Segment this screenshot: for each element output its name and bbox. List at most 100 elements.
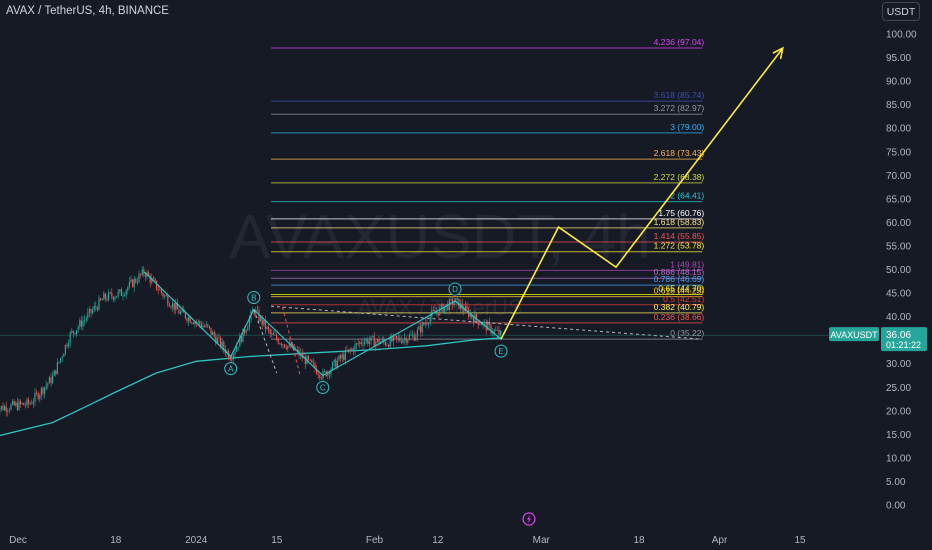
price-tick-label: 10.00 bbox=[886, 453, 911, 464]
candle-body bbox=[357, 343, 359, 345]
fib-level-label: 0.886 (48.15) bbox=[654, 267, 705, 277]
fib-level-label: 3.618 (85.74) bbox=[654, 90, 705, 100]
candle-body bbox=[61, 356, 63, 359]
candle-body bbox=[157, 289, 159, 291]
candle-body bbox=[2, 405, 4, 411]
candle-body bbox=[346, 350, 348, 352]
candle-body bbox=[364, 341, 366, 345]
candle-body bbox=[24, 405, 26, 406]
elliott-wave[interactable]: A B C D E bbox=[144, 271, 703, 394]
candle-body bbox=[79, 320, 81, 327]
candle-body bbox=[167, 296, 169, 305]
price-tag-countdown: 01:21:22 bbox=[886, 340, 921, 350]
candle-body bbox=[352, 348, 354, 352]
candle-body bbox=[189, 317, 191, 323]
flash-icon[interactable] bbox=[522, 512, 536, 526]
candle-body bbox=[384, 341, 386, 346]
candle-body bbox=[29, 403, 31, 405]
time-axis[interactable]: Dec 18 2024 15 Feb 12 Mar 18 Apr 15 bbox=[9, 535, 806, 546]
candle-body bbox=[370, 336, 372, 342]
fib-level-label: 1.272 (53.78) bbox=[654, 241, 705, 251]
projection-path[interactable] bbox=[500, 46, 784, 340]
candle-body bbox=[200, 324, 202, 328]
candle-body bbox=[264, 319, 266, 329]
candle-body bbox=[122, 295, 124, 297]
candle-body bbox=[456, 298, 458, 299]
candle-body bbox=[498, 330, 500, 336]
candle-body bbox=[92, 309, 94, 313]
candle-body bbox=[282, 344, 284, 346]
wave-point-marker bbox=[316, 380, 330, 394]
candle-body bbox=[477, 319, 479, 325]
candle-body bbox=[168, 304, 170, 307]
candle-body bbox=[47, 383, 49, 386]
candle-body bbox=[327, 371, 329, 377]
candle-body bbox=[128, 281, 130, 288]
candle-body bbox=[399, 337, 401, 341]
candle-body bbox=[405, 337, 407, 343]
candle-body bbox=[98, 298, 100, 310]
candle-body bbox=[82, 320, 84, 327]
candle-body bbox=[476, 314, 478, 320]
candle-body bbox=[463, 309, 465, 312]
candle-body bbox=[330, 369, 332, 375]
candle-body bbox=[40, 387, 42, 396]
candle-body bbox=[492, 332, 494, 334]
fib-level-label: 2.618 (73.43) bbox=[654, 148, 705, 158]
candle-body bbox=[55, 370, 57, 375]
candle-body bbox=[56, 362, 58, 375]
candle-body bbox=[288, 343, 290, 346]
candle-body bbox=[392, 335, 394, 342]
candle-body bbox=[45, 385, 47, 388]
wave-point-label: A bbox=[228, 365, 234, 374]
candle-body bbox=[7, 410, 9, 412]
candle-body bbox=[239, 336, 241, 347]
candle-body bbox=[372, 336, 374, 338]
candle-body bbox=[373, 336, 375, 347]
candle-body bbox=[162, 293, 164, 297]
candle-body bbox=[72, 330, 74, 333]
price-tick-label: 30.00 bbox=[886, 359, 911, 370]
candle-body bbox=[237, 346, 239, 348]
candle-body bbox=[437, 312, 439, 316]
candle-body bbox=[180, 311, 182, 314]
fib-level-label: 0.65 (44.70) bbox=[658, 283, 704, 293]
candle-body bbox=[418, 326, 420, 330]
fib-level-label: 0.786 (46.69) bbox=[654, 274, 705, 284]
candle-body bbox=[248, 318, 250, 328]
candle-body bbox=[468, 309, 470, 317]
projection-arrow-line bbox=[500, 47, 784, 340]
fibonacci-extension[interactable]: 4.236 (97.04) 3.618 (85.74) 3.272 (82.97) 3… bbox=[271, 37, 705, 340]
candle-body bbox=[343, 354, 345, 361]
candle-body bbox=[447, 304, 449, 310]
candle-body bbox=[434, 310, 436, 313]
candle-body bbox=[39, 395, 41, 399]
candle-body bbox=[138, 273, 140, 282]
candle-body bbox=[344, 350, 346, 361]
price-tick-label: 70.00 bbox=[886, 171, 911, 182]
symbol-tag-label: AVAXUSDT bbox=[830, 330, 878, 340]
candle-body bbox=[66, 344, 68, 347]
candle-body bbox=[212, 332, 214, 335]
candle-body bbox=[50, 377, 52, 384]
candle-body bbox=[480, 324, 482, 326]
candle-body bbox=[432, 309, 434, 311]
candle-body bbox=[469, 314, 471, 317]
candle-body bbox=[493, 329, 495, 333]
candle-body bbox=[10, 404, 12, 410]
trend-line-dashed bbox=[270, 305, 703, 340]
candle-body bbox=[210, 327, 212, 335]
candle-body bbox=[436, 312, 438, 313]
currency-unit-button[interactable]: USDT bbox=[882, 2, 920, 21]
wave-point-label: B bbox=[251, 294, 256, 303]
wave-point-label: E bbox=[498, 347, 503, 356]
candle-body bbox=[176, 303, 178, 310]
candle-body bbox=[234, 351, 236, 355]
candle-body bbox=[152, 278, 154, 280]
candle-body bbox=[293, 344, 295, 350]
candle-body bbox=[77, 326, 79, 330]
candle-body bbox=[391, 336, 393, 342]
candle-body bbox=[333, 359, 335, 363]
